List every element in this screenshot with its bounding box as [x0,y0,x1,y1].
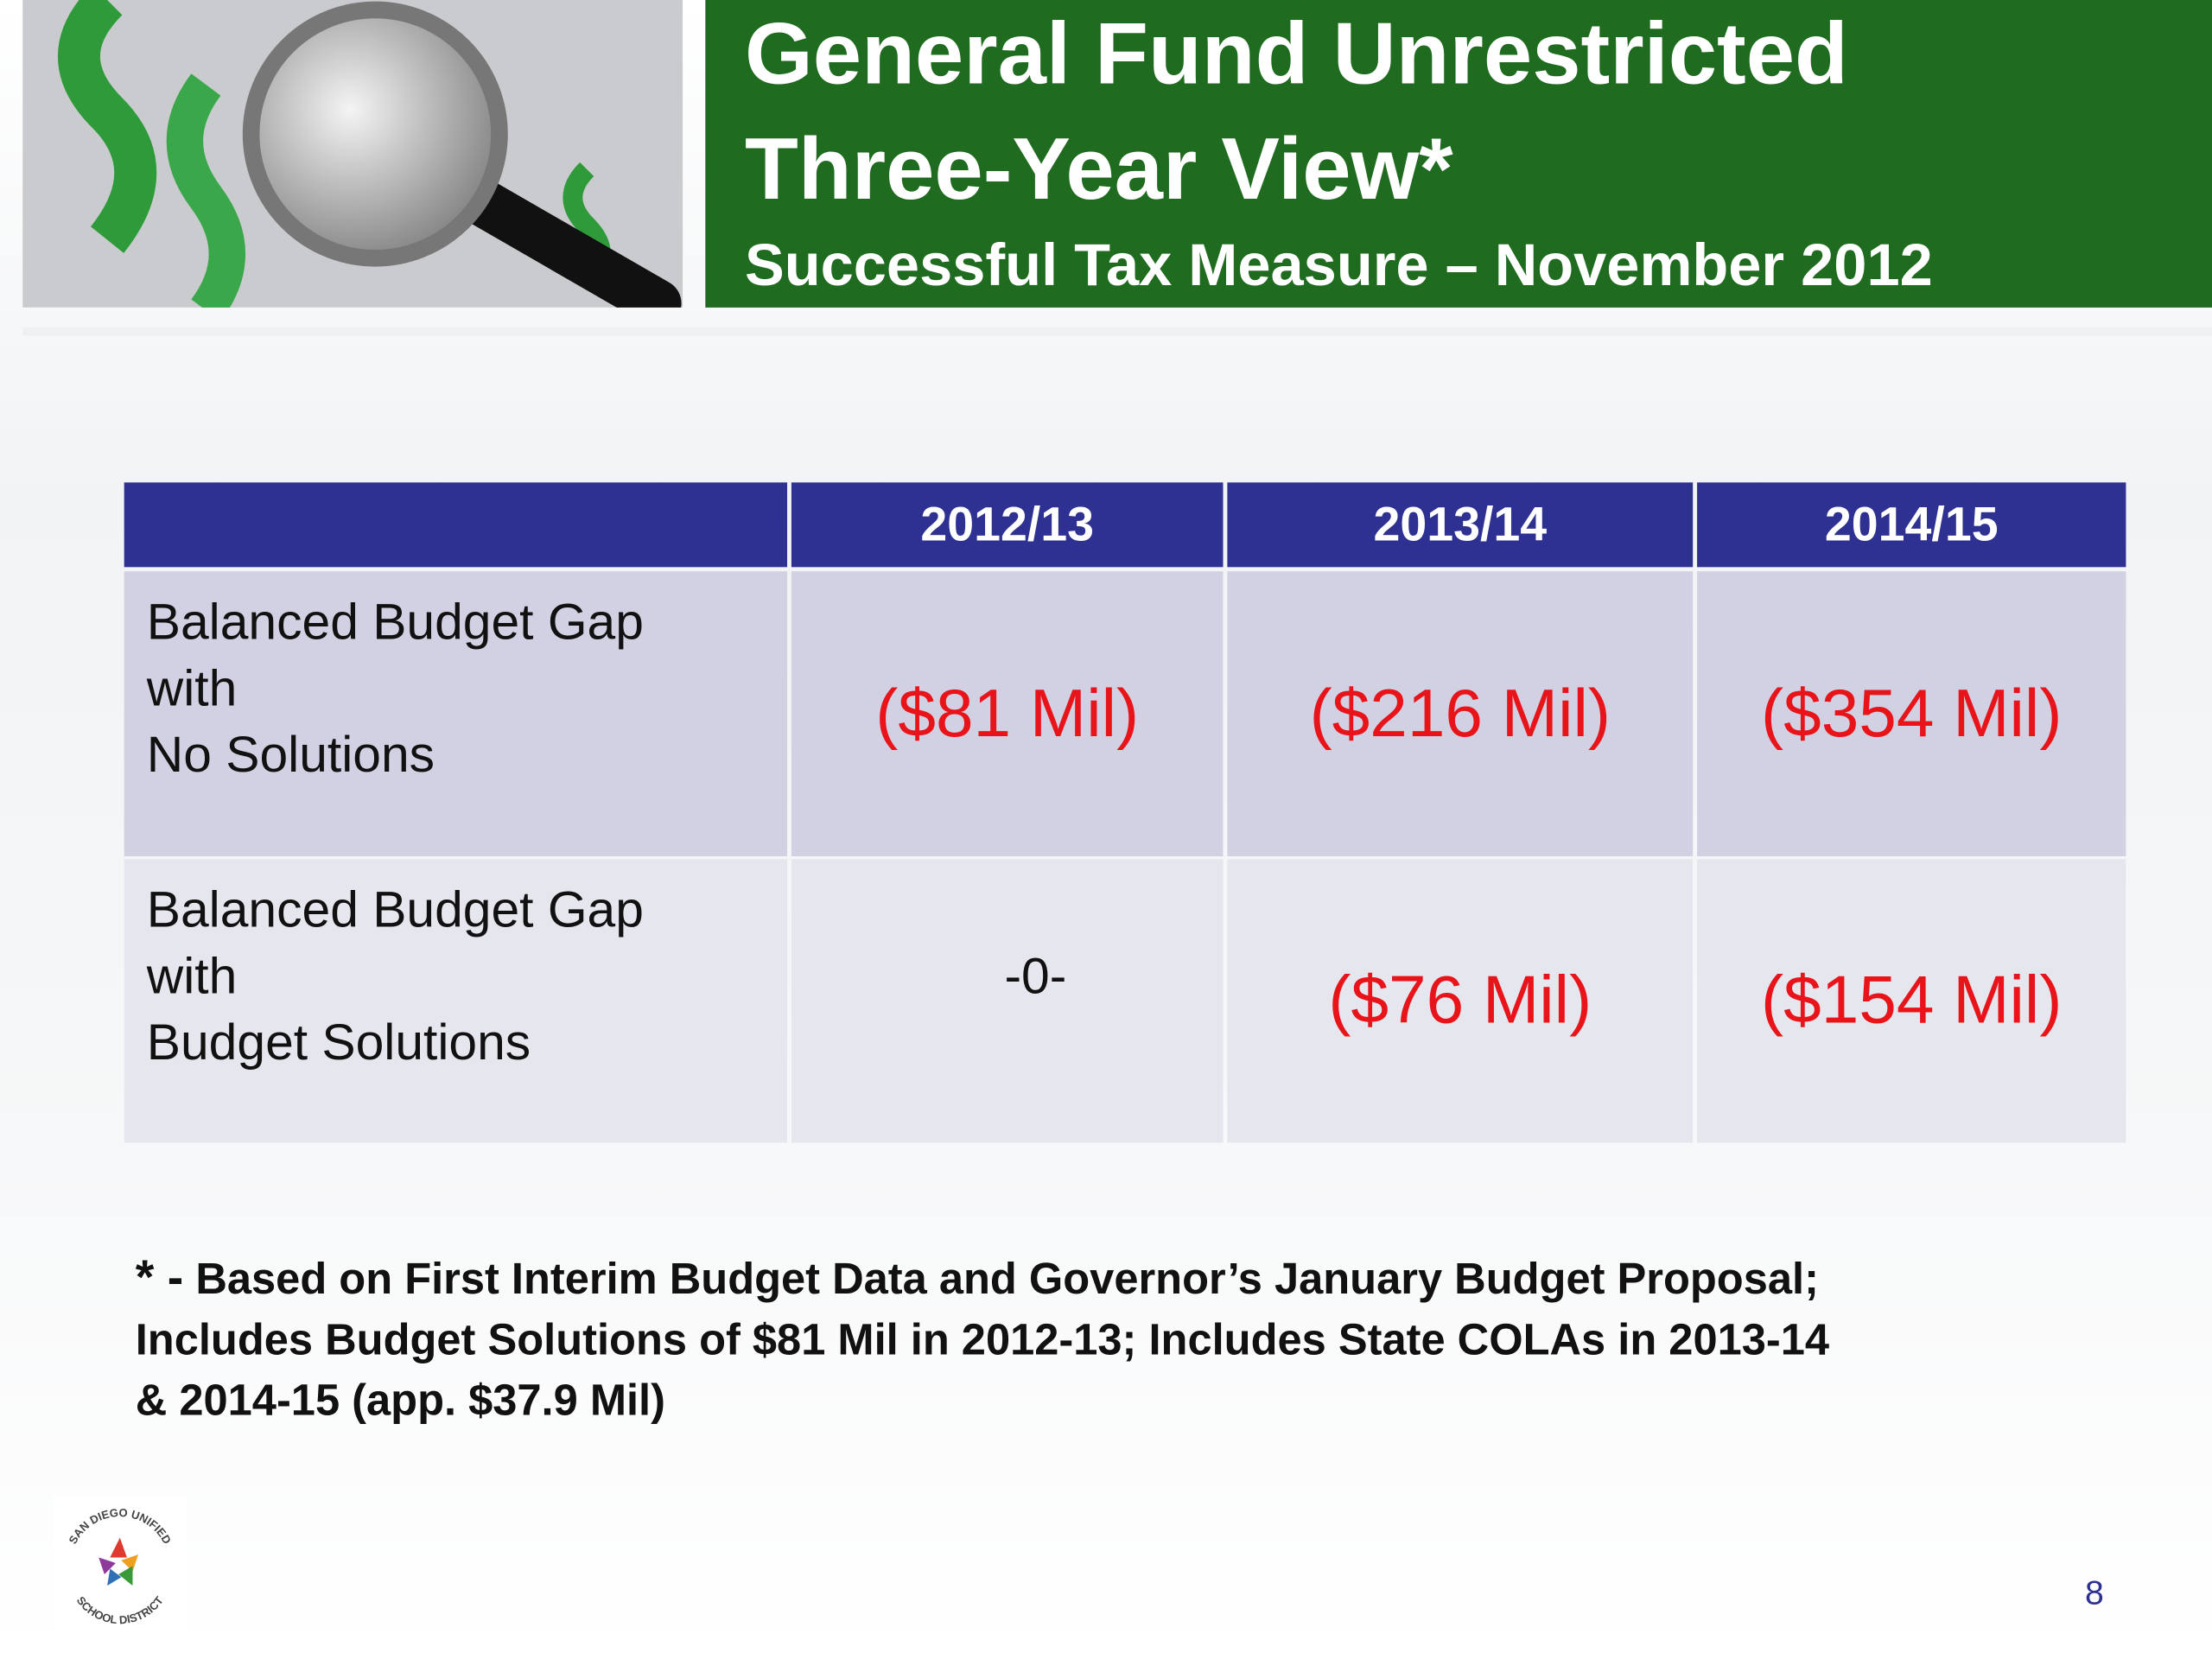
footnote-line: & 2014-15 (app. $37.9 Mil) [135,1375,665,1425]
title-line: Three-Year View* [745,121,1453,219]
row-label: Balanced Budget Gap with No Solutions [124,571,788,857]
footnote: * - Based on First Interim Budget Data a… [136,1249,1829,1431]
footnote-star: * - [135,1251,184,1306]
value-cell: ($76 Mil) [1227,859,1694,1143]
header-image [22,0,683,308]
header-cell: 2014/15 [1697,482,2126,568]
title-banner: General Fund Unrestricted Three-Year Vie… [705,0,2212,308]
row-label: Balanced Budget Gap with Budget Solution… [124,859,788,1143]
value-cell: ($81 Mil) [791,571,1224,857]
header-cell: 2012/13 [791,482,1224,568]
title-line: General Fund Unrestricted [745,5,1848,104]
subtitle: Successful Tax Measure – November 2012 [745,231,1933,298]
value-cell: -0- [791,859,1224,1143]
page-number: 8 [2085,1574,2104,1613]
footnote-line: Includes Budget Solutions of $81 Mil in … [135,1314,1830,1364]
value-cell: ($354 Mil) [1697,571,2126,857]
value-cell: ($154 Mil) [1697,859,2126,1143]
header-cell [124,482,788,568]
logo: SAN DIEGO UNIFIED SCHOOL DISTRICT [54,1495,187,1629]
value-cell: ($216 Mil) [1227,571,1694,857]
footnote-line: Based on First Interim Budget Data and G… [195,1254,1819,1304]
divider [22,327,2212,336]
header-cell: 2013/14 [1227,482,1694,568]
